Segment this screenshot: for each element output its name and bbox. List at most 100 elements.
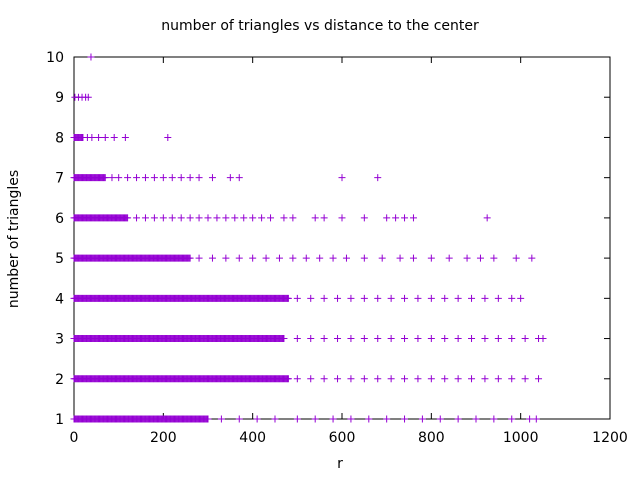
data-point [235,174,243,182]
data-point [87,53,95,61]
data-point [159,214,167,222]
data-point [476,254,484,262]
data-point [307,335,315,343]
data-point [445,254,453,262]
data-point [360,254,368,262]
data-point [374,174,382,182]
data-point [409,214,417,222]
data-point [528,254,536,262]
data-point [320,294,328,302]
data-point [539,335,547,343]
data-point [195,254,203,262]
data-point [360,375,368,383]
data-point [168,214,176,222]
data-point [454,335,462,343]
data-point [468,335,476,343]
data-point [208,174,216,182]
data-point [483,214,491,222]
data-point [334,335,342,343]
data-point [360,294,368,302]
y-tick-label: 3 [55,332,64,348]
data-point [387,375,395,383]
data-point [418,415,426,423]
data-point [186,254,194,262]
data-point [347,375,355,383]
data-point [360,214,368,222]
data-point [115,174,123,182]
data-point [401,214,409,222]
data-point [258,214,266,222]
data-point [414,294,422,302]
data-point [342,254,350,262]
data-point [508,294,516,302]
data-point [284,294,292,302]
data-point [532,415,540,423]
data-point [95,133,103,141]
data-point [347,335,355,343]
data-point [253,415,261,423]
data-point [293,335,301,343]
data-point [231,214,239,222]
data-point [141,174,149,182]
data-point [195,214,203,222]
data-point [535,375,543,383]
data-point [235,415,243,423]
data-point [409,254,417,262]
data-point [307,294,315,302]
x-tick-label: 800 [418,430,445,446]
data-point [454,294,462,302]
data-point [222,254,230,262]
data-point [334,375,342,383]
data-point [88,133,96,141]
data-point [329,254,337,262]
data-point [249,214,257,222]
data-point [414,335,422,343]
data-point [401,294,409,302]
data-point [177,214,185,222]
data-point [427,294,435,302]
y-tick-label: 6 [55,211,64,227]
data-point [213,214,221,222]
data-point [208,254,216,262]
y-tick-label: 2 [55,372,64,388]
data-point [110,133,118,141]
data-point [441,335,449,343]
data-point [481,335,489,343]
data-point [133,214,141,222]
data-point [133,174,141,182]
data-point [454,375,462,383]
data-point [284,375,292,383]
data-point [186,174,194,182]
data-point [150,214,158,222]
data-point [338,174,346,182]
data-point [101,174,109,182]
data-point [267,214,275,222]
data-point [427,375,435,383]
y-tick-label: 4 [55,291,64,307]
data-point [186,214,194,222]
x-tick-label: 0 [70,430,79,446]
data-points [70,53,547,423]
data-point [387,335,395,343]
data-point [374,294,382,302]
data-point [280,214,288,222]
data-point [334,294,342,302]
data-point [320,214,328,222]
data-point [311,214,319,222]
data-point [235,254,243,262]
data-point [392,214,400,222]
data-point [289,214,297,222]
data-point [481,294,489,302]
data-point [468,375,476,383]
data-point [383,214,391,222]
data-point [338,214,346,222]
data-point [329,415,337,423]
data-point [347,415,355,423]
data-point [293,294,301,302]
data-point [401,375,409,383]
data-point [320,375,328,383]
data-point [293,415,301,423]
y-tick-label: 5 [55,251,64,267]
data-point [311,415,319,423]
